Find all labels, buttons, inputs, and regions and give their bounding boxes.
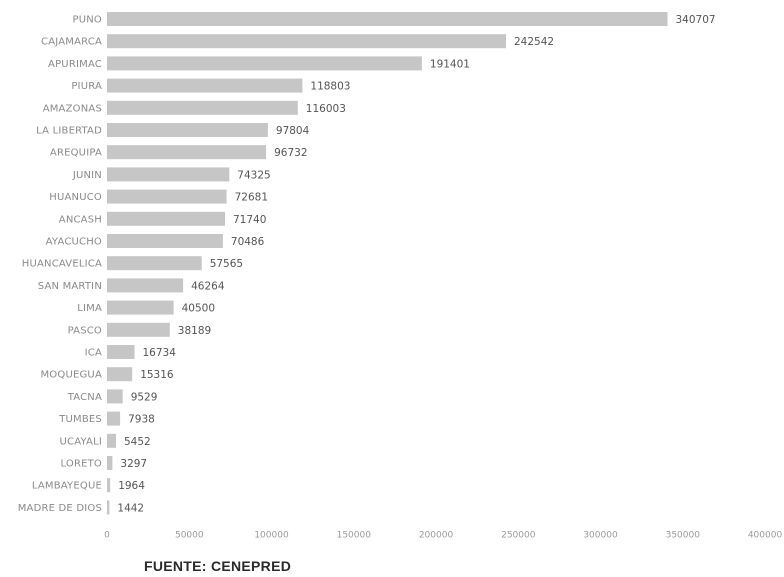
bars-group <box>107 12 668 515</box>
bar-loreto <box>107 456 113 470</box>
value-label: 340707 <box>676 14 716 26</box>
source-note: FUENTE: CENEPRED <box>144 558 292 574</box>
x-tick-label: 400000 <box>748 530 783 540</box>
value-label: 38189 <box>178 325 211 337</box>
value-label: 46264 <box>191 280 225 292</box>
category-label: PASCO <box>68 325 102 336</box>
value-label: 72681 <box>235 192 268 204</box>
value-label: 7938 <box>128 414 155 426</box>
value-label: 5452 <box>124 436 151 448</box>
bar-ica <box>107 345 135 359</box>
bar-la-libertad <box>107 123 268 137</box>
bar-huancavelica <box>107 256 202 271</box>
x-tick-label: 350000 <box>666 530 701 540</box>
x-tick-label: 0 <box>104 530 110 540</box>
bar-huanuco <box>107 189 227 204</box>
x-tick-label: 300000 <box>583 530 618 540</box>
value-label: 96732 <box>274 147 307 159</box>
category-label: CAJAMARCA <box>41 37 102 48</box>
value-label: 1442 <box>117 502 144 514</box>
x-tick-label: 50000 <box>175 530 204 540</box>
value-label: 57565 <box>210 258 243 270</box>
x-tick-label: 150000 <box>337 530 372 540</box>
bar-pasco <box>107 322 170 337</box>
value-label: 116003 <box>306 103 346 115</box>
value-label: 9529 <box>131 391 158 403</box>
category-label: APURIMAC <box>48 59 102 70</box>
bar-madre-de-dios <box>107 500 110 515</box>
bar-san-martin <box>107 278 184 293</box>
category-label: AYACUCHO <box>46 237 102 248</box>
value-label: 3297 <box>120 458 147 470</box>
category-label: LIMA <box>77 303 102 314</box>
category-label: LORETO <box>60 459 102 470</box>
bar-arequipa <box>107 145 267 160</box>
bar-moquegua <box>107 367 133 382</box>
value-label: 1964 <box>118 480 145 492</box>
bar-junin <box>107 167 230 182</box>
category-label: AMAZONAS <box>43 103 102 114</box>
category-label: HUANCAVELICA <box>22 259 102 270</box>
bar-lima <box>107 300 174 315</box>
category-label: MADRE DE DIOS <box>18 503 102 514</box>
bar-tumbes <box>107 411 121 426</box>
bar-cajamarca <box>107 34 506 49</box>
x-axis-ticks-group: 0 50000 100000 150000 200000 250000 300000 3500… <box>104 530 782 540</box>
category-label: LA LIBERTAD <box>36 126 102 137</box>
bar-amazonas <box>107 100 298 115</box>
value-label: 74325 <box>237 169 270 181</box>
x-tick-label: 250000 <box>501 530 536 540</box>
category-label: UCAYALI <box>60 436 102 447</box>
bar-piura <box>107 78 303 93</box>
category-label: MOQUEGUA <box>40 370 102 381</box>
category-label: PUNO <box>72 15 102 26</box>
category-label: AREQUIPA <box>50 148 102 159</box>
category-label: PIURA <box>71 81 102 92</box>
category-label: TUMBES <box>58 414 102 425</box>
value-label: 118803 <box>310 81 350 93</box>
value-label: 242542 <box>514 36 554 48</box>
value-label: 71740 <box>233 214 266 226</box>
bar-lambayeque <box>107 478 111 493</box>
value-label: 191401 <box>430 58 470 70</box>
bar-ayacucho <box>107 234 223 248</box>
category-label: ICA <box>85 348 102 359</box>
bar-apurimac <box>107 56 422 71</box>
value-label: 70486 <box>231 236 265 248</box>
category-label: HUANUCO <box>49 192 102 203</box>
bar-ancash <box>107 211 225 226</box>
x-tick-label: 200000 <box>419 530 454 540</box>
category-label: SAN MARTIN <box>38 281 102 292</box>
category-label: ANCASH <box>59 214 102 225</box>
category-label: JUNIN <box>72 170 102 181</box>
value-label: 16734 <box>143 347 177 359</box>
category-label: TACNA <box>67 392 102 403</box>
x-tick-label: 100000 <box>254 530 289 540</box>
category-labels-group: PUNO CAJAMARCA APURIMAC PIURA AMAZONAS LA LIB… <box>18 15 102 514</box>
bar-tacna <box>107 389 123 404</box>
category-label: LAMBAYEQUE <box>32 481 102 492</box>
bar-puno <box>107 12 668 26</box>
value-label: 40500 <box>182 303 215 315</box>
value-label: 15316 <box>140 369 174 381</box>
value-label: 97804 <box>276 125 310 137</box>
bar-ucayali <box>107 433 116 448</box>
value-labels-group: 340707 242542 191401 118803 116003 97804 96732… <box>117 14 715 514</box>
